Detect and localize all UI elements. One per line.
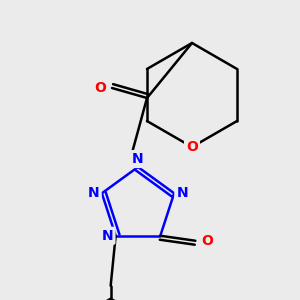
Text: O: O xyxy=(94,81,106,95)
Text: N: N xyxy=(176,186,188,200)
Text: N: N xyxy=(132,152,144,166)
Text: O: O xyxy=(186,140,198,154)
Text: O: O xyxy=(201,234,213,248)
Text: N: N xyxy=(88,186,100,200)
Text: N: N xyxy=(102,229,113,243)
